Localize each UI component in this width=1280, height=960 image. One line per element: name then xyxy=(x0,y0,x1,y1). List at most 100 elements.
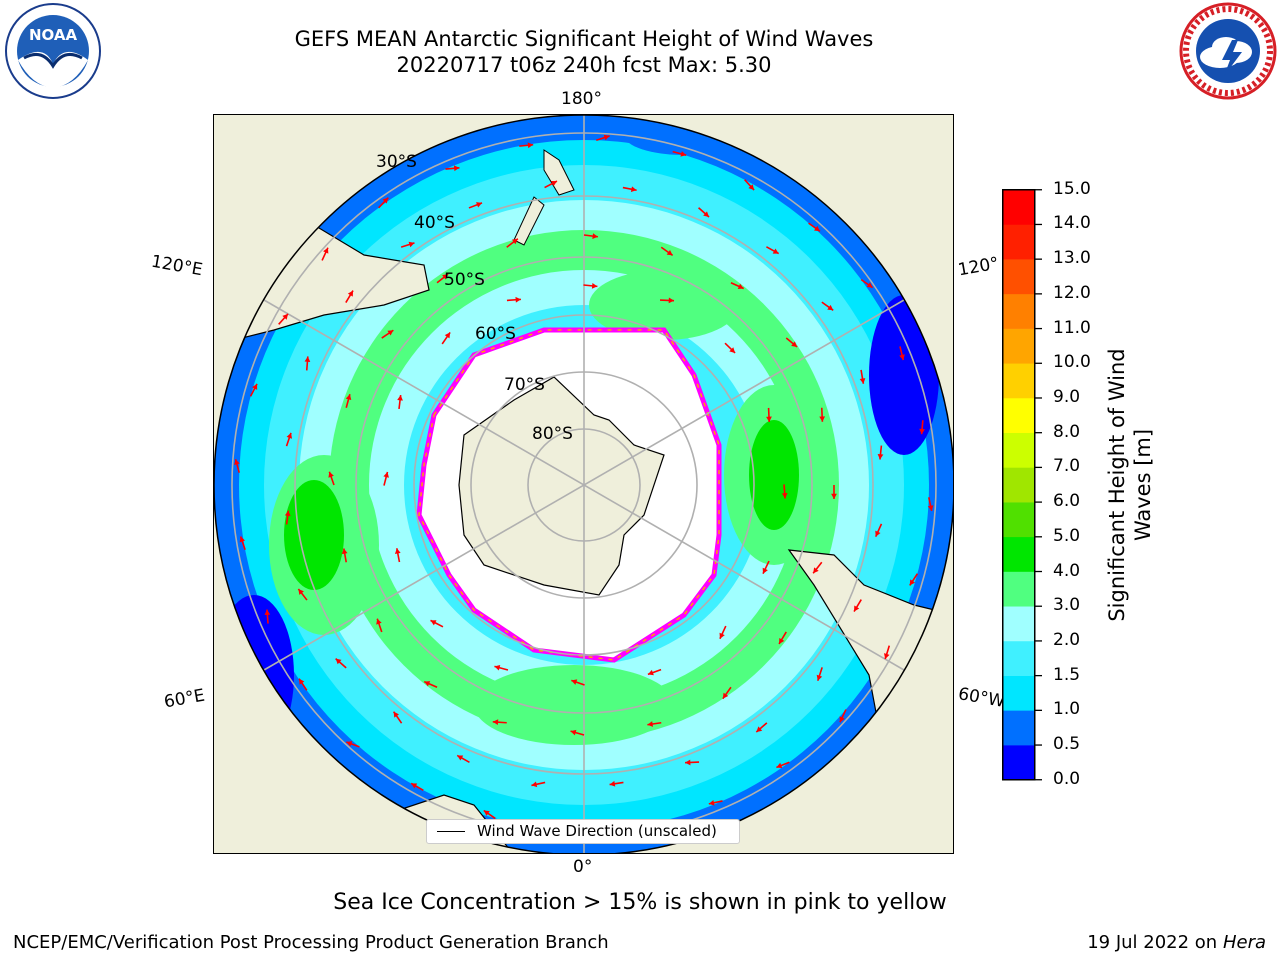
lat-label-30s: 30°S xyxy=(376,152,417,172)
colorbar-cell xyxy=(1002,397,1035,433)
colorbar-label: Significant Height of Wind Waves [m] xyxy=(1104,348,1156,621)
wave-direction-arrowhead xyxy=(729,347,736,353)
wave-direction-arrowhead xyxy=(298,588,304,595)
wave-direction-arrowhead xyxy=(442,274,449,280)
colorbar-cell xyxy=(1002,293,1035,329)
lat-label-80s: 80°S xyxy=(532,424,573,444)
lon-label-top: 180° xyxy=(561,89,602,109)
wave-direction-arrowhead xyxy=(393,711,399,718)
wave-direction-arrowhead xyxy=(341,548,348,555)
noaa-logo-text: NOAA xyxy=(29,26,78,44)
wave-direction-arrowhead xyxy=(609,780,616,787)
wave-direction-arrowhead xyxy=(819,416,826,422)
wave-direction-arrowhead xyxy=(762,567,768,574)
wave-direction-arrowhead xyxy=(550,181,557,187)
wave-direction-arrowhead xyxy=(382,197,389,204)
colorbar-cell xyxy=(1002,259,1035,295)
lat-label-50s: 50°S xyxy=(444,270,485,290)
wave-direction-arrowhead xyxy=(264,609,271,616)
footer-host: Hera xyxy=(1222,932,1266,953)
colorbar-tick-label: 14.0 xyxy=(1053,213,1091,234)
wave-direction-arrowhead xyxy=(394,548,401,554)
footer-branch: NCEP/EMC/Verification Post Processing Pr… xyxy=(13,932,609,953)
chart-subtitle: 20220717 t06z 240h fcst Max: 5.30 xyxy=(396,53,772,77)
wind-wave-arrows xyxy=(234,134,934,834)
colorbar-cell xyxy=(1002,536,1035,572)
wave-direction-arrowhead xyxy=(779,637,785,644)
wave-direction-arrowhead xyxy=(457,755,464,761)
wave-direction-arrowhead xyxy=(408,241,415,248)
colorbar-cell xyxy=(1002,710,1035,746)
new-zealand-south xyxy=(513,196,545,246)
wave-direction-arrowhead xyxy=(411,783,418,789)
wave-direction-arrowhead xyxy=(492,719,499,726)
wave-direction-arrowhead xyxy=(854,605,860,612)
wave-direction-arrowhead xyxy=(772,248,779,254)
lat-label-70s: 70°S xyxy=(504,375,545,395)
wave-direction-arrowhead xyxy=(899,354,905,361)
colorbar-tick-label: 1.0 xyxy=(1053,699,1081,720)
wave-direction-arrowhead xyxy=(839,716,845,723)
wave-direction-arrowhead xyxy=(397,395,403,401)
lon-label-bottom: 0° xyxy=(573,857,593,877)
lon-label-upper-right: 120° xyxy=(956,253,1001,281)
longitude-lines xyxy=(263,115,905,853)
wave-direction-arrowhead xyxy=(282,313,289,320)
footer-date-text: 19 Jul 2022 on xyxy=(1087,932,1223,953)
wave-direction-arrowhead xyxy=(346,741,353,747)
colorbar-cell xyxy=(1002,745,1035,781)
colorbar-cell xyxy=(1002,224,1035,260)
wave-direction-arrowhead xyxy=(571,679,578,685)
national-weather-service-logo xyxy=(1179,2,1277,100)
wave-direction-arrowhead xyxy=(813,567,819,574)
colorbar-cell xyxy=(1002,640,1035,676)
wave-direction-arrowhead xyxy=(299,678,305,685)
wave-direction-arrowhead xyxy=(323,247,329,254)
antarctica-landmass xyxy=(458,376,665,596)
wave-direction-arrowhead xyxy=(603,134,610,141)
wave-direction-arrowhead xyxy=(666,249,673,256)
wave-direction-arrowhead xyxy=(776,762,783,769)
wave-blob-north xyxy=(589,270,739,340)
wave-direction-arrowhead xyxy=(766,416,772,422)
wave-direction-arrowhead xyxy=(866,282,873,288)
colorbar-cell xyxy=(1002,571,1035,607)
colorbar-cell xyxy=(1002,363,1035,399)
wave-direction-arrowhead xyxy=(570,729,577,736)
wave-direction-arrowhead xyxy=(685,759,691,766)
wave-direction-arrowhead xyxy=(875,530,881,537)
lon-label-lower-right: 60°W xyxy=(956,684,1007,712)
wave-direction-arrowhead xyxy=(719,632,725,639)
map-legend: Wind Wave Direction (unscaled) xyxy=(426,819,740,844)
wave-direction-arrowhead xyxy=(453,165,460,172)
new-zealand-north xyxy=(543,149,575,196)
wave-direction-arrowhead xyxy=(347,290,354,297)
wave-direction-arrowhead xyxy=(286,432,293,439)
colorbar-tick-label: 13.0 xyxy=(1053,248,1091,269)
sea-ice-caption: Sea Ice Concentration > 15% is shown in … xyxy=(333,890,947,915)
colorbar-cell xyxy=(1002,502,1035,538)
wave-direction-arrowhead xyxy=(877,453,884,460)
wave-direction-arrowhead xyxy=(592,233,598,239)
colorbar-cell xyxy=(1002,189,1035,225)
colorbar-tick-label: 12.0 xyxy=(1053,282,1091,303)
wave-direction-arrowhead xyxy=(527,142,534,149)
wave-direction-arrowhead xyxy=(647,721,654,727)
polar-map-svg xyxy=(214,115,953,853)
wave-direction-arrowhead xyxy=(252,383,258,390)
wave-direction-arrowhead xyxy=(647,669,654,676)
footer-date: 19 Jul 2022 on Hera xyxy=(1087,932,1266,953)
colorbar-tick-label: 15.0 xyxy=(1053,178,1091,199)
legend-label: Wind Wave Direction (unscaled) xyxy=(477,822,717,840)
wave-direction-arrowhead xyxy=(284,510,291,517)
wave-direction-arrowhead xyxy=(909,579,916,586)
wave-direction-arrowhead xyxy=(376,618,382,625)
wave-direction-arrowhead xyxy=(531,781,538,788)
wave-direction-arrowhead xyxy=(424,681,431,687)
wave-blob-south xyxy=(474,665,674,745)
wave-direction-arrowhead xyxy=(239,536,246,543)
legend-line-swatch xyxy=(437,831,465,832)
wave-direction-arrowhead xyxy=(430,620,437,626)
colorbar-cell xyxy=(1002,467,1035,503)
noaa-logo: NOAA xyxy=(5,3,101,99)
